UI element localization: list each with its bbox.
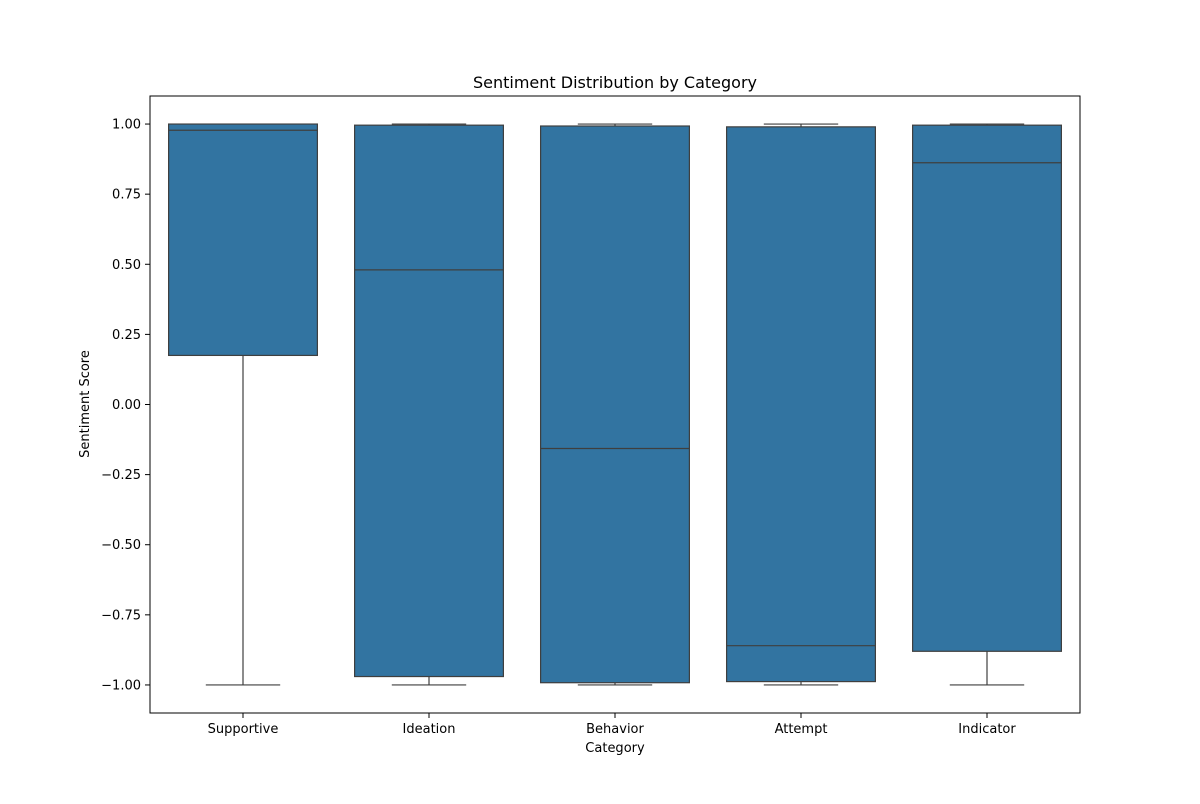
box-behavior: [539, 123, 690, 686]
x-axis-label: Category: [585, 741, 645, 756]
box-attempt: [725, 123, 876, 686]
y-tick-label: 0.50: [112, 258, 141, 273]
x-tick-label: Attempt: [775, 722, 828, 737]
y-axis-label: Sentiment Score: [78, 350, 93, 458]
chart-title: Sentiment Distribution by Category: [473, 73, 757, 92]
y-tick-label: 0.75: [112, 188, 141, 203]
box-body: [354, 124, 505, 678]
box-supportive: [168, 123, 319, 686]
box-body: [911, 124, 1062, 652]
y-tick-label: −0.25: [101, 468, 141, 483]
box-ideation: [354, 123, 505, 686]
y-tick-label: −0.50: [101, 538, 141, 553]
x-tick-label: Ideation: [403, 722, 456, 737]
y-tick-label: −0.75: [101, 608, 141, 623]
x-tick-label: Indicator: [958, 722, 1016, 737]
plot-frame: [149, 95, 1081, 714]
plot-area: 1.00 0.75 0.50 0.25 0.00 −0.25 −0.50 −0.75 −1.00…: [101, 118, 1062, 737]
y-tick-label: 0.25: [112, 328, 141, 343]
box-body: [725, 126, 876, 683]
box-body: [539, 125, 690, 684]
y-tick-label: −1.00: [101, 678, 141, 693]
x-tick-label: Supportive: [208, 722, 279, 737]
box-body: [168, 123, 319, 357]
y-tick-label: 0.00: [112, 398, 141, 413]
x-tick-label: Behavior: [586, 722, 644, 737]
y-tick-label: 1.00: [112, 118, 141, 133]
box-indicator: [911, 123, 1062, 686]
